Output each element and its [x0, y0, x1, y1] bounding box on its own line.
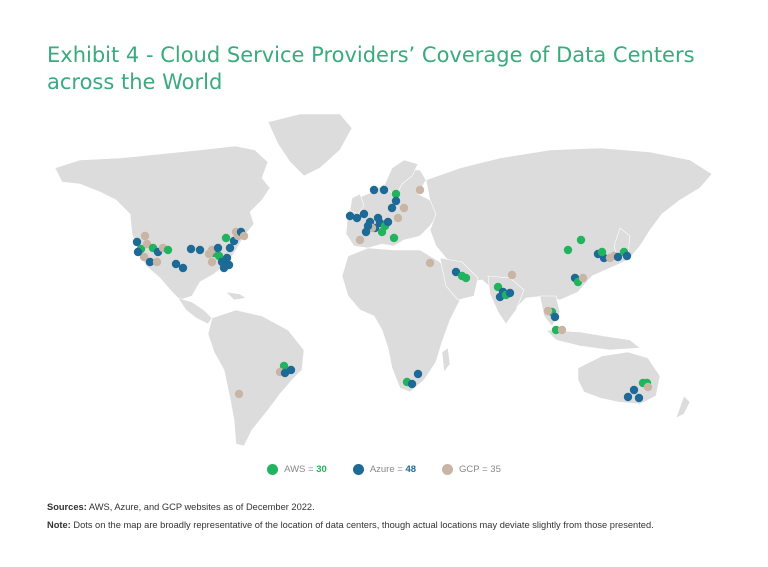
gcp-data-center-dot — [152, 257, 162, 267]
gcp-data-center-dot — [355, 235, 365, 245]
gcp-data-center-dot — [140, 231, 150, 241]
azure-data-center-dot — [373, 213, 383, 223]
azure-data-center-dot — [613, 252, 623, 262]
azure-data-center-dot — [195, 245, 205, 255]
aws-data-center-dot — [461, 273, 471, 283]
azure-data-center-dot — [634, 393, 644, 403]
azure-data-center-dot — [369, 185, 379, 195]
aws-data-center-dot — [221, 233, 231, 243]
new-zealand — [675, 395, 691, 419]
note-line: Note: Dots on the map are broadly repres… — [47, 520, 654, 530]
aws-data-center-dot — [563, 245, 573, 255]
land-masses — [54, 113, 713, 447]
legend: AWS = 30 Azure = 48 GCP = 35 — [0, 464, 768, 475]
azure-data-center-dot — [407, 379, 417, 389]
gcp-data-center-dot — [239, 231, 249, 241]
azure-data-center-dot — [623, 392, 633, 402]
gcp-data-center-dot — [415, 185, 425, 195]
azure-data-center-dot — [132, 237, 142, 247]
azure-data-center-dot — [224, 260, 234, 270]
azure-data-center-dot — [171, 259, 181, 269]
gcp-dot-icon — [442, 464, 454, 475]
azure-data-center-dot — [213, 243, 223, 253]
azure-data-center-dot — [413, 369, 423, 379]
azure-data-center-dot — [345, 211, 355, 221]
azure-data-center-dot — [178, 263, 188, 273]
gcp-data-center-dot — [204, 249, 214, 259]
uk — [349, 193, 365, 215]
gcp-data-center-dot — [139, 252, 149, 262]
aws-data-center-dot — [576, 235, 586, 245]
azure-data-center-dot — [387, 203, 397, 213]
data-center-dots — [132, 185, 653, 403]
aws-data-center-dot — [391, 189, 401, 199]
aws-data-center-dot — [163, 245, 173, 255]
aws-dot-icon — [267, 464, 279, 475]
aws-data-center-dot — [551, 325, 561, 335]
azure-data-center-dot — [280, 368, 290, 378]
azure-dot-icon — [352, 464, 364, 475]
azure-data-center-dot — [359, 209, 369, 219]
azure-data-center-dot — [222, 253, 232, 263]
central-america — [177, 297, 213, 325]
gcp-data-center-dot — [578, 273, 588, 283]
north-america — [54, 145, 271, 301]
arabia — [439, 257, 479, 301]
azure-data-center-dot — [379, 185, 389, 195]
azure-data-center-dot — [145, 257, 155, 267]
legend-gcp: GCP = 35 — [442, 464, 501, 475]
gcp-data-center-dot — [557, 325, 567, 335]
azure-data-center-dot — [225, 243, 235, 253]
legend-gcp-text: GCP = 35 — [459, 464, 501, 475]
azure-data-center-dot — [550, 312, 560, 322]
legend-aws-text: AWS = 30 — [284, 464, 327, 475]
sources-line: Sources: AWS, Azure, and GCP websites as… — [47, 502, 315, 512]
indonesia — [545, 329, 641, 351]
gcp-data-center-dot — [393, 213, 403, 223]
azure-data-center-dot — [622, 251, 632, 261]
azure-data-center-dot — [133, 247, 143, 257]
gcp-data-center-dot — [399, 203, 409, 213]
aws-data-center-dot — [377, 227, 387, 237]
gcp-data-center-dot — [425, 258, 435, 268]
azure-data-center-dot — [383, 217, 393, 227]
gcp-data-center-dot — [507, 270, 517, 280]
azure-data-center-dot — [186, 244, 196, 254]
gcp-data-center-dot — [234, 389, 244, 399]
greenland — [267, 113, 353, 177]
caribbean — [225, 291, 247, 301]
azure-data-center-dot — [352, 213, 362, 223]
gcp-data-center-dot — [643, 382, 653, 392]
legend-azure: Azure = 48 — [352, 464, 417, 475]
madagascar — [441, 347, 451, 373]
azure-data-center-dot — [363, 221, 373, 231]
gcp-data-center-dot — [543, 306, 553, 316]
exhibit-title: Exhibit 4 - Cloud Service Providers’ Cov… — [47, 43, 695, 94]
aws-data-center-dot — [597, 247, 607, 257]
legend-azure-text: Azure = 48 — [369, 464, 417, 475]
legend-aws: AWS = 30 — [267, 464, 327, 475]
gcp-data-center-dot — [207, 257, 217, 267]
aws-data-center-dot — [389, 233, 399, 243]
gcp-data-center-dot — [142, 239, 152, 249]
south-america — [207, 309, 305, 447]
aws-data-center-dot — [279, 361, 289, 371]
azure-data-center-dot — [505, 288, 515, 298]
africa — [341, 247, 461, 393]
australia — [577, 351, 661, 405]
azure-data-center-dot — [629, 385, 639, 395]
azure-data-center-dot — [451, 267, 461, 277]
azure-data-center-dot — [391, 196, 401, 206]
